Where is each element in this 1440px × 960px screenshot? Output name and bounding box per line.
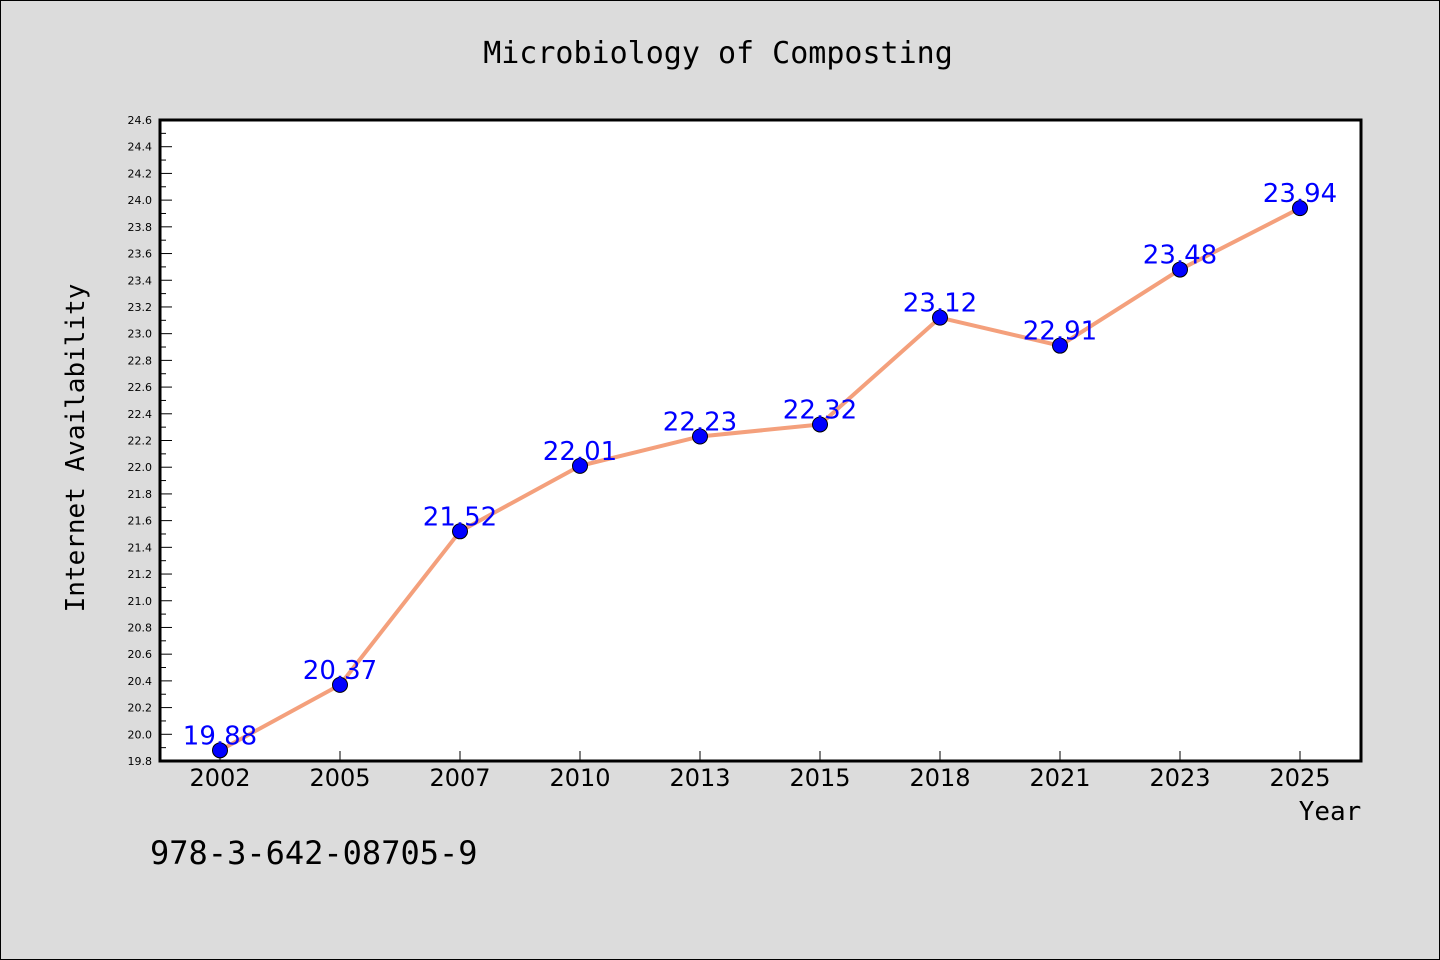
x-tick-label: 2023 <box>1149 764 1210 792</box>
y-tick-label: 22.4 <box>128 408 153 421</box>
x-tick-label: 2013 <box>669 764 730 792</box>
x-tick-label: 2025 <box>1269 764 1330 792</box>
y-tick-label: 22.6 <box>128 381 153 394</box>
data-label: 22.23 <box>663 407 737 437</box>
y-tick-label: 20.0 <box>128 728 153 741</box>
y-axis-ticks: 19.8 20.0 20.2 20.4 20.6 20.8 21.0 21.2 21.4 21.6… <box>128 114 172 768</box>
data-point <box>1052 337 1068 354</box>
x-axis-label: Year <box>1299 797 1362 827</box>
y-axis-label: Internet Availability <box>61 284 91 613</box>
y-tick-label: 23.6 <box>128 248 153 261</box>
x-tick-label: 2007 <box>429 764 490 792</box>
data-point <box>572 457 588 474</box>
y-tick-label: 20.6 <box>128 648 153 661</box>
data-markers <box>212 200 1308 759</box>
x-tick-label: 2015 <box>789 764 850 792</box>
x-tick-label: 2002 <box>189 764 250 792</box>
series-line <box>218 206 1302 753</box>
y-tick-label: 20.2 <box>128 702 153 715</box>
data-label: 23.48 <box>1143 241 1217 271</box>
y-tick-label: 24.0 <box>128 194 153 207</box>
y-tick-label: 20.4 <box>128 675 153 688</box>
y-tick-label: 21.8 <box>128 488 153 501</box>
data-point <box>452 523 468 540</box>
data-labels: 19.88 20.37 21.52 22.01 22.23 22.32 23.12 22.91… <box>183 179 1337 751</box>
plot-frame <box>158 118 1363 763</box>
x-tick-label: 2021 <box>1029 764 1090 792</box>
y-tick-label: 24.4 <box>128 141 153 154</box>
data-label: 22.01 <box>543 437 617 467</box>
y-tick-label: 21.6 <box>128 515 153 528</box>
y-tick-label: 23.4 <box>128 274 153 287</box>
data-label: 20.37 <box>303 656 377 686</box>
y-tick-label: 20.8 <box>128 621 153 634</box>
x-axis-ticks: 2002 2005 2007 2010 2013 2015 2018 2021 2023 2025 <box>189 751 1331 792</box>
data-point <box>212 742 228 759</box>
data-point <box>332 676 348 693</box>
chart-title: Microbiology of Composting <box>483 36 953 71</box>
data-label: 22.91 <box>1023 317 1097 347</box>
data-label: 21.52 <box>423 502 497 532</box>
data-label: 23.94 <box>1263 179 1337 209</box>
data-point <box>812 416 828 433</box>
y-tick-label: 22.2 <box>128 435 153 448</box>
y-tick-label: 22.0 <box>128 461 153 474</box>
data-point <box>1172 261 1188 278</box>
data-label: 22.32 <box>783 395 857 425</box>
y-tick-label: 24.2 <box>128 167 153 180</box>
x-tick-label: 2018 <box>909 764 970 792</box>
data-point <box>692 428 708 445</box>
plot-area <box>160 120 1361 761</box>
y-tick-label: 21.4 <box>128 541 153 554</box>
data-label: 23.12 <box>903 289 977 319</box>
y-tick-label: 23.0 <box>128 328 153 341</box>
y-tick-label: 21.0 <box>128 595 153 608</box>
y-tick-label: 23.8 <box>128 221 153 234</box>
y-tick-label: 19.8 <box>128 755 153 768</box>
data-point <box>932 309 948 326</box>
y-tick-label: 23.2 <box>128 301 153 314</box>
y-tick-label: 22.8 <box>128 354 153 367</box>
x-tick-label: 2010 <box>549 764 610 792</box>
y-tick-label: 21.2 <box>128 568 153 581</box>
data-label: 19.88 <box>183 721 257 751</box>
data-point <box>1292 200 1308 217</box>
y-tick-label: 24.6 <box>128 114 153 127</box>
isbn-text: 978-3-642-08705-9 <box>150 834 478 872</box>
x-tick-label: 2005 <box>309 764 370 792</box>
